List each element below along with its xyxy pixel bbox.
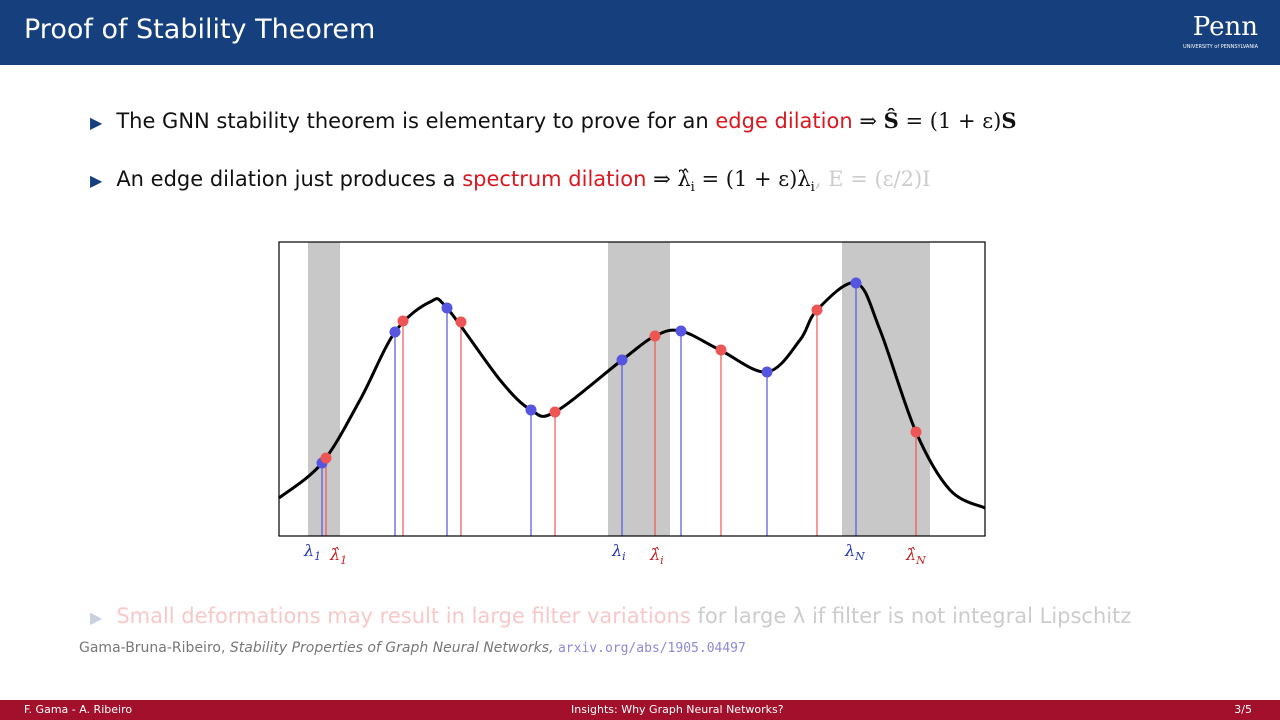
math: E = (ε/2)I: [828, 167, 931, 191]
math: S: [1001, 108, 1017, 133]
label: i: [660, 554, 664, 567]
text: for large λ if filter is not integral Li…: [697, 604, 1132, 628]
header: Proof of Stability Theorem Penn UNIVERSI…: [0, 0, 1280, 65]
label: λ̂i: [649, 545, 664, 567]
eigen-dot: [441, 302, 453, 314]
footer-center: Insights: Why Graph Neural Networks?: [571, 703, 784, 716]
eigen-dot: [675, 325, 687, 337]
bullet: ▶ The GNN stability theorem is elementary…: [90, 108, 1017, 133]
highlight: Small deformations may result in large f…: [116, 604, 691, 628]
label: λ̂1: [329, 545, 347, 567]
title: Proof of Stability Theorem: [24, 14, 376, 45]
eigen-dot: [850, 277, 862, 289]
label: λ̂: [649, 545, 660, 564]
paper-title: Stability Properties of Graph Neural Net…: [229, 640, 554, 656]
label: N: [854, 550, 865, 563]
math: i: [810, 180, 815, 196]
label: i: [622, 550, 626, 563]
eigen-dot: [549, 406, 561, 418]
footer: F. Gama - A. Ribeiro Insights: Why Graph…: [0, 700, 1280, 720]
highlight: edge dilation: [715, 109, 853, 133]
figure: λ1 λ̂1 λi λ̂i λN λ̂N: [278, 241, 986, 567]
label: λ̂N: [905, 545, 926, 567]
frame: [278, 241, 986, 537]
label: λ: [303, 541, 314, 560]
label: 1: [314, 550, 321, 563]
math: i: [690, 180, 695, 196]
bullet: ▶ An edge dilation just produces a spectr…: [90, 167, 931, 196]
eigen-dot: [649, 330, 661, 342]
label: λi: [611, 541, 626, 563]
label: λ1: [303, 541, 321, 563]
text: An edge dilation just produces a: [116, 167, 456, 191]
eigen-dot: [397, 315, 409, 327]
bullet: ▶ Small deformations may result in large …: [90, 604, 1132, 628]
url: arxiv.org/abs/1905.04497: [557, 641, 746, 656]
math: ,: [814, 167, 822, 191]
eigen-dot: [910, 426, 922, 438]
math: Ŝ: [883, 108, 899, 133]
logo: Penn: [1192, 12, 1258, 42]
math: ⇒ λ̂: [653, 167, 691, 191]
band: [842, 242, 930, 536]
math: ⇒: [859, 109, 877, 133]
citation: Gama-Bruna-Ribeiro, Stability Properties…: [79, 640, 746, 656]
label: λ̂: [329, 545, 340, 564]
eigen-dot: [761, 366, 773, 378]
text: The GNN stability theorem is elementary …: [116, 109, 709, 133]
footer-right: 3/5: [1234, 703, 1252, 716]
band: [608, 242, 670, 536]
eigen-dot: [811, 304, 823, 316]
label: λ: [844, 541, 855, 560]
math: = (1 + ε)λ: [694, 167, 811, 191]
label: λ: [611, 541, 622, 560]
label: 1: [340, 554, 347, 567]
band: [308, 242, 340, 536]
authors: Gama-Bruna-Ribeiro,: [79, 640, 226, 656]
eigen-dot: [320, 452, 332, 464]
eigen-dot: [616, 354, 628, 366]
eigen-dot: [455, 316, 467, 328]
label: λN: [844, 541, 865, 563]
label: N: [915, 554, 926, 567]
eigen-dot: [525, 404, 537, 416]
eigen-dot: [389, 326, 401, 338]
footer-left: F. Gama - A. Ribeiro: [24, 703, 133, 716]
eigen-dot: [715, 344, 727, 356]
label: λ̂: [905, 545, 916, 564]
logo-sub: UNIVERSITY of PENNSYLVANIA: [1183, 44, 1258, 50]
highlight: spectrum dilation: [462, 167, 647, 191]
math: = (1 + ε): [905, 109, 1002, 133]
